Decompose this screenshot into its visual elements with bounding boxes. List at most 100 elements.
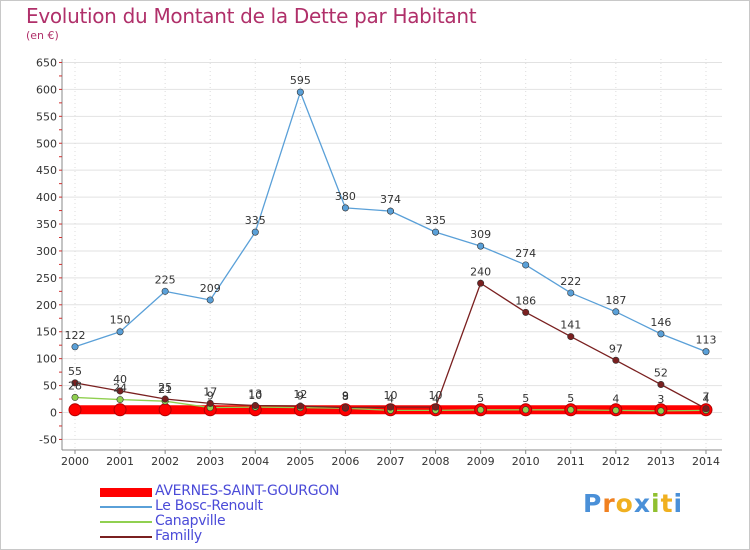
data-point: [116, 387, 124, 395]
data-point: [657, 407, 665, 415]
data-point: [612, 406, 620, 414]
y-tick-label: 250: [36, 272, 57, 285]
data-point: [522, 261, 530, 269]
data-point: [477, 242, 485, 250]
legend-swatch: [100, 536, 152, 538]
data-label: 380: [335, 190, 356, 203]
data-label: 9: [207, 390, 214, 403]
data-label: 55: [68, 365, 82, 378]
data-label: 335: [425, 214, 446, 227]
legend-label: Familly: [155, 528, 202, 544]
logo-letter: P: [583, 489, 603, 518]
data-point: [206, 399, 214, 407]
x-tick-label: 2006: [331, 455, 359, 468]
legend-label: AVERNES-SAINT-GOURGON: [155, 483, 340, 499]
data-label: 5: [522, 392, 529, 405]
data-label: 4: [702, 392, 709, 405]
data-label: 374: [380, 193, 401, 206]
data-point: [702, 405, 710, 413]
data-label: 28: [68, 379, 82, 392]
data-point: [567, 406, 575, 414]
y-tick-label: 150: [36, 326, 57, 339]
y-tick-label: 200: [36, 299, 57, 312]
data-label: 97: [609, 342, 623, 355]
y-tick-label: -50: [39, 433, 57, 446]
data-point: [567, 289, 575, 297]
data-label: 52: [654, 366, 668, 379]
data-point: [386, 207, 394, 215]
y-tick-label: 300: [36, 245, 57, 258]
data-label: 335: [245, 214, 266, 227]
data-point: [116, 396, 124, 404]
data-label: 141: [560, 319, 581, 332]
data-point: [567, 333, 575, 341]
data-point: [158, 403, 172, 417]
data-point: [477, 279, 485, 287]
data-label: 4: [612, 392, 619, 405]
data-label: 8: [342, 390, 349, 403]
data-label: 309: [470, 228, 491, 241]
data-label: 12: [293, 388, 307, 401]
x-tick-label: 2002: [151, 455, 179, 468]
data-label: 595: [290, 74, 311, 87]
x-tick-label: 2012: [602, 455, 630, 468]
logo-letter: i: [673, 489, 684, 518]
data-point: [612, 356, 620, 364]
data-point: [296, 88, 304, 96]
x-tick-label: 2013: [647, 455, 675, 468]
series-points: [68, 88, 713, 417]
x-tick-label: 2001: [106, 455, 134, 468]
data-point: [161, 395, 169, 403]
logo-letter: o: [615, 489, 634, 518]
data-label: 9: [342, 390, 349, 403]
data-point: [113, 403, 127, 417]
y-tick-label: 50: [43, 380, 57, 393]
data-label: 17: [203, 385, 217, 398]
data-label: 209: [200, 282, 221, 295]
axes: [59, 59, 722, 454]
data-label: 222: [560, 275, 581, 288]
tick-labels: -50 0 50 100 150 200 250 300 350 400 450 500 550 600 6…: [36, 56, 720, 468]
data-point: [386, 403, 394, 411]
data-label: 4: [387, 392, 394, 405]
y-tick-label: 650: [36, 56, 57, 69]
data-point: [612, 308, 620, 316]
y-tick-label: 550: [36, 110, 57, 123]
x-tick-label: 2011: [557, 455, 585, 468]
data-label: 24: [113, 382, 127, 395]
x-tick-label: 2009: [467, 455, 495, 468]
data-label: 10: [429, 389, 443, 402]
data-point: [161, 287, 169, 295]
legend-swatch: [100, 506, 152, 508]
y-tick-label: 0: [50, 407, 57, 420]
data-point: [477, 406, 485, 414]
data-point: [116, 328, 124, 336]
data-point: [522, 406, 530, 414]
data-label: 240: [470, 265, 491, 278]
data-label: 113: [695, 334, 716, 347]
data-label: 9: [297, 390, 304, 403]
data-label: 21: [158, 383, 172, 396]
data-label: 5: [477, 392, 484, 405]
logo-letter: x: [633, 489, 651, 518]
legend-label: Le Bosc-Renoult: [155, 498, 263, 514]
data-label: 225: [155, 273, 176, 286]
x-tick-label: 2014: [692, 455, 720, 468]
data-label: 186: [515, 294, 536, 307]
y-tick-label: 600: [36, 83, 57, 96]
data-label: 146: [650, 316, 671, 329]
data-label: 10: [248, 389, 262, 402]
data-label: 25: [158, 381, 172, 394]
data-label: 40: [113, 373, 127, 386]
data-point: [522, 308, 530, 316]
data-point: [71, 393, 79, 401]
data-point: [432, 403, 440, 411]
y-tick-label: 350: [36, 218, 57, 231]
data-label: 274: [515, 247, 536, 260]
x-tick-label: 2010: [512, 455, 540, 468]
y-tick-label: 450: [36, 164, 57, 177]
data-label: 13: [248, 387, 262, 400]
